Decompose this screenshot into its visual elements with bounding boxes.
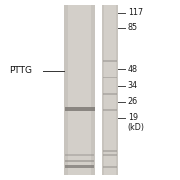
Bar xyxy=(103,60,117,62)
Bar xyxy=(103,76,117,78)
Text: 26: 26 xyxy=(128,97,138,106)
Bar xyxy=(68,5,91,175)
Text: 85: 85 xyxy=(128,23,138,32)
Text: PTTG: PTTG xyxy=(9,66,32,75)
Bar xyxy=(103,93,117,94)
Bar xyxy=(65,160,94,162)
Text: 19: 19 xyxy=(128,113,138,122)
Bar xyxy=(65,165,94,168)
Text: 117: 117 xyxy=(128,8,143,17)
Text: 34: 34 xyxy=(128,81,138,90)
Bar xyxy=(65,154,94,156)
Bar xyxy=(103,154,117,156)
Bar xyxy=(103,166,117,168)
Text: (kD): (kD) xyxy=(128,123,145,132)
Bar xyxy=(64,5,95,175)
Bar xyxy=(102,5,118,175)
Text: 48: 48 xyxy=(128,65,138,74)
Bar xyxy=(104,5,116,175)
Bar xyxy=(103,109,117,111)
Bar xyxy=(103,150,117,152)
Bar xyxy=(65,107,95,111)
